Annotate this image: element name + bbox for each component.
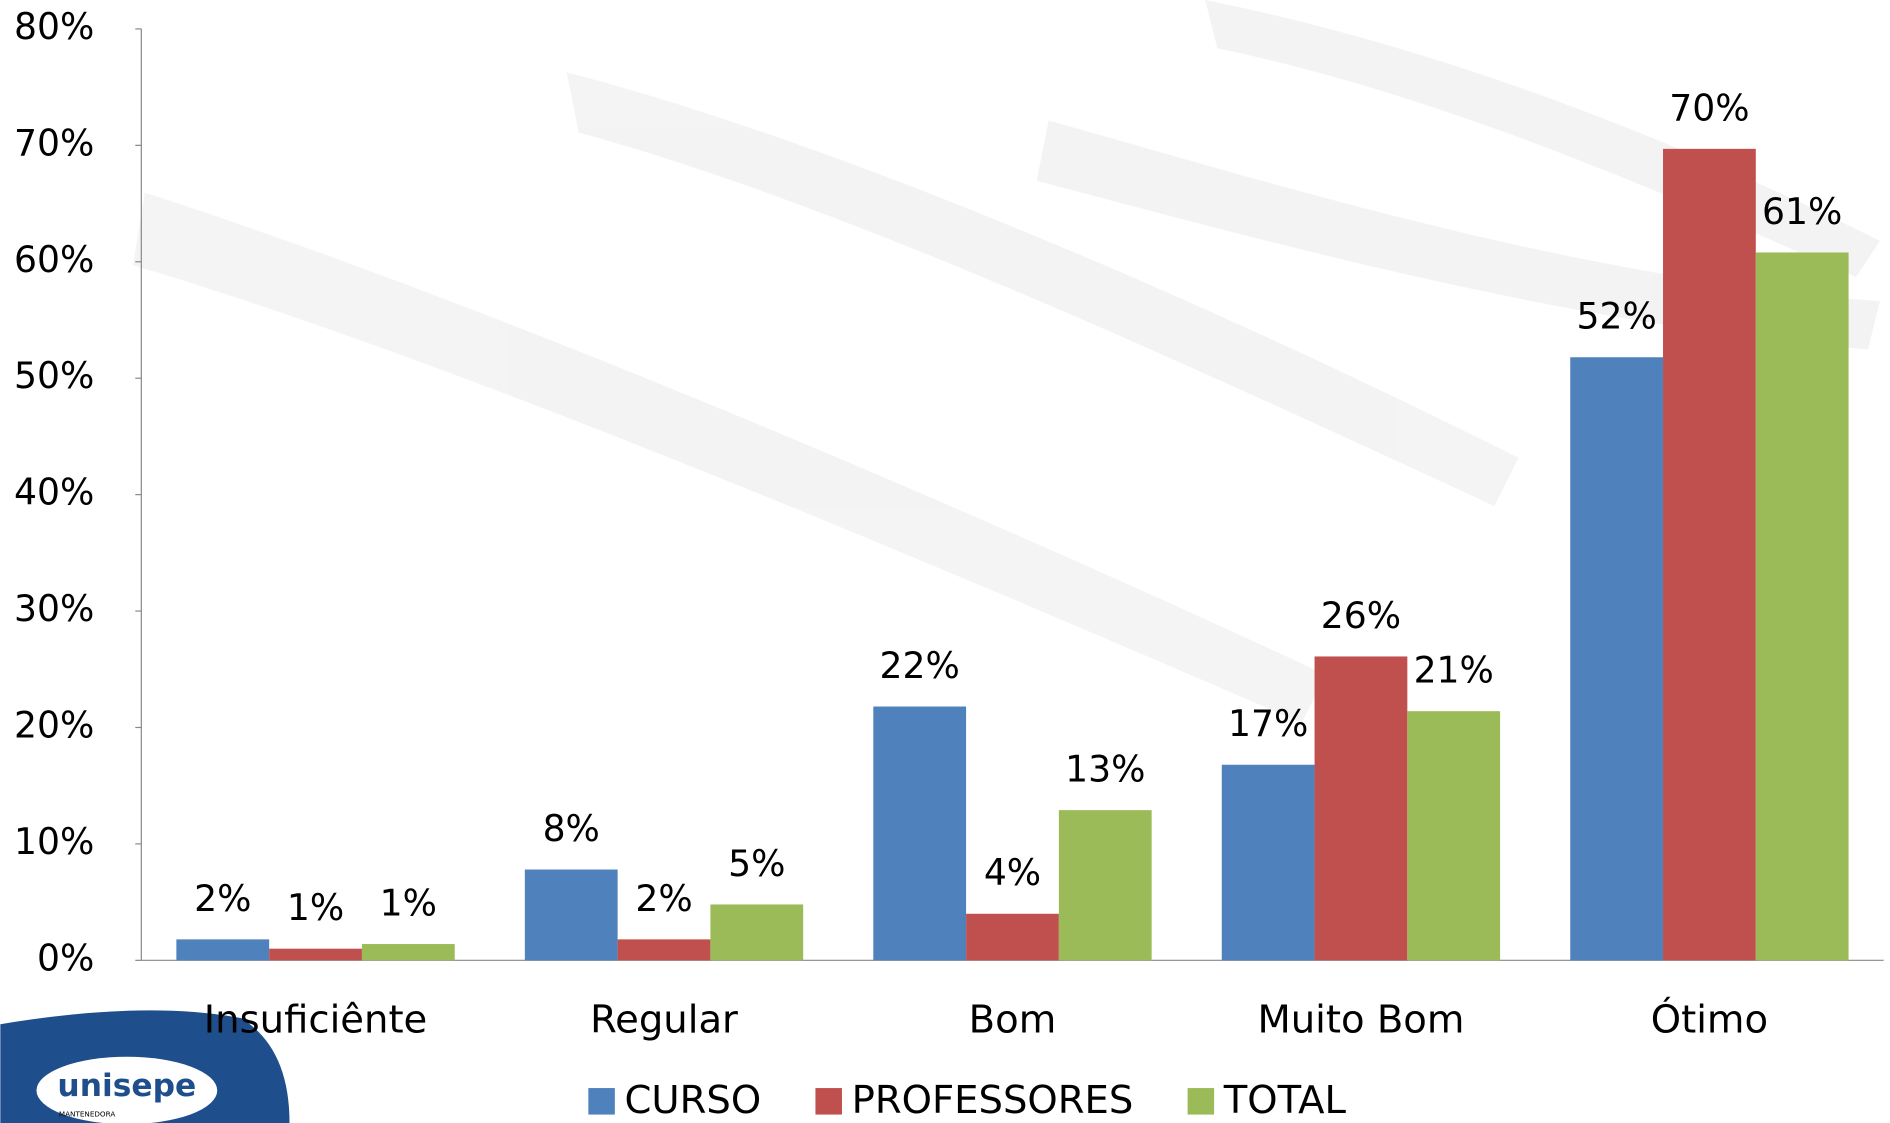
x-tick-label: Insuficiênte (204, 997, 427, 1042)
bar (1407, 711, 1501, 961)
value-label: 61% (1762, 190, 1842, 233)
x-tick-label: Regular (590, 997, 738, 1042)
bar (873, 706, 967, 961)
value-label: 2% (635, 877, 692, 920)
y-tick-label: 30% (14, 587, 94, 630)
bar (269, 948, 362, 961)
value-label: 13% (1065, 748, 1145, 791)
logo: unisepe MANTENEDORA (0, 1010, 290, 1123)
value-label: 21% (1414, 649, 1494, 692)
value-label: 1% (380, 881, 437, 924)
y-tick-label: 60% (14, 238, 94, 281)
legend-swatch (1187, 1088, 1215, 1115)
value-label: 4% (984, 851, 1041, 894)
y-tick-label: 80% (14, 5, 94, 48)
value-label: 70% (1669, 86, 1749, 129)
value-label: 1% (287, 886, 344, 929)
bar (361, 944, 455, 961)
legend-swatch (588, 1088, 615, 1115)
value-label: 2% (194, 877, 251, 920)
bar (1058, 810, 1152, 961)
bar (710, 904, 804, 961)
y-tick-label: 70% (14, 121, 94, 164)
bar (176, 939, 270, 961)
bar (617, 939, 711, 961)
legend-label: PROFESSORES (852, 1078, 1134, 1123)
bar (1755, 252, 1849, 961)
value-label: 22% (880, 644, 960, 687)
bar (1314, 656, 1408, 961)
bar (1663, 148, 1756, 961)
x-tick-label: Muito Bom (1257, 997, 1464, 1042)
legend-label: TOTAL (1223, 1078, 1347, 1123)
y-tick-label: 50% (14, 354, 94, 397)
y-tick-label: 40% (14, 471, 94, 514)
bar (966, 913, 1059, 961)
bar (1221, 764, 1315, 961)
y-tick-label: 0% (37, 936, 94, 979)
legend-label: CURSO (624, 1078, 761, 1123)
value-label: 8% (543, 807, 600, 850)
bar (524, 869, 618, 961)
y-tick-label: 20% (14, 703, 94, 746)
value-label: 52% (1576, 295, 1656, 338)
logo-name: unisepe (57, 1068, 196, 1104)
legend-swatch (815, 1088, 842, 1115)
y-tick-label: 10% (14, 820, 94, 863)
logo-subtitle: MANTENEDORA (59, 1110, 115, 1119)
bar (1570, 357, 1664, 961)
value-label: 26% (1321, 594, 1401, 637)
x-tick-label: Bom (969, 997, 1057, 1042)
x-tick-label: Ótimo (1651, 995, 1768, 1042)
value-label: 17% (1228, 702, 1308, 745)
value-label: 5% (728, 842, 785, 885)
